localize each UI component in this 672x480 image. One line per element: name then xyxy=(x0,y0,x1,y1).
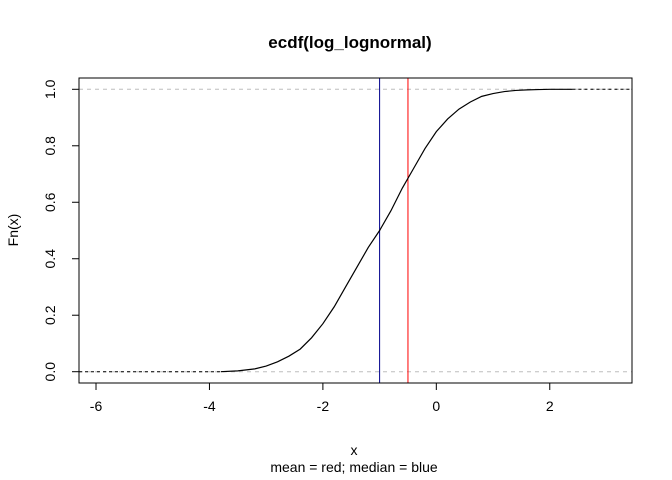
reference-lines xyxy=(79,88,632,373)
x-tick-label: 0 xyxy=(432,398,440,414)
y-tick-label: 0.6 xyxy=(42,192,58,212)
y-tick-label: 0.2 xyxy=(42,305,58,325)
x-tick-label: 2 xyxy=(546,398,554,414)
ecdf-series xyxy=(79,88,632,373)
y-tick-label: 1.0 xyxy=(42,79,58,99)
y-axis: 0.0 0.2 0.4 0.6 0.8 1.0 xyxy=(42,79,80,382)
y-tick-label: 0.8 xyxy=(42,136,58,156)
x-axis-label: x xyxy=(351,442,358,458)
summary-vlines xyxy=(379,78,409,383)
chart-subtitle: mean = red; median = blue xyxy=(270,459,438,475)
chart-title: ecdf(log_lognormal) xyxy=(268,33,431,52)
x-tick-label: -4 xyxy=(203,398,216,414)
ecdf-curve xyxy=(220,88,573,373)
x-tick-label: -2 xyxy=(317,398,330,414)
x-tick-label: -6 xyxy=(90,398,103,414)
y-axis-label: Fn(x) xyxy=(5,214,21,247)
y-tick-label: 0.4 xyxy=(42,249,58,269)
y-tick-label: 0.0 xyxy=(42,362,58,382)
x-axis: -6 -4 -2 0 2 xyxy=(90,382,554,414)
plot-frame xyxy=(78,77,633,384)
